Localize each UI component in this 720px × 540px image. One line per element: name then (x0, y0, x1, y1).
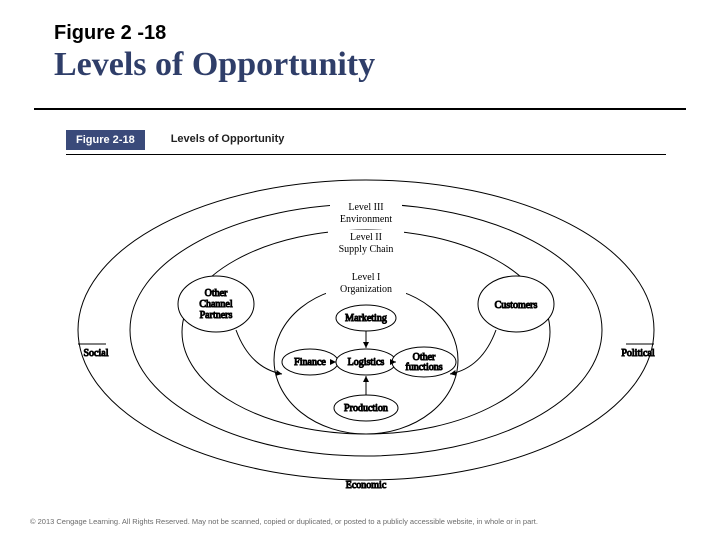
node-partners-l3: Partners (200, 310, 233, 321)
label-level3-line2: Environment (340, 214, 392, 225)
inner-nodes: Marketing Finance Logistics Other functi… (282, 305, 456, 421)
label-level2-line2: Supply Chain (339, 244, 394, 255)
node-partners-l1: Other (205, 288, 228, 299)
label-level1-line2: Organization (340, 284, 392, 295)
label-political: Political (621, 348, 655, 359)
slide-root: Figure 2 -18 Levels of Opportunity Figur… (0, 0, 720, 540)
level-labels: Level III Environment Level II Supply Ch… (326, 200, 406, 295)
page-title: Levels of Opportunity (54, 47, 680, 83)
inner-figure-rule (66, 154, 666, 155)
node-logistics-label: Logistics (348, 357, 385, 368)
node-marketing-label: Marketing (345, 313, 387, 324)
node-otherfn-label-l2: functions (405, 362, 442, 373)
label-social: Social (84, 348, 109, 359)
arrow-customers (450, 330, 496, 374)
node-production-label: Production (344, 403, 388, 414)
label-level1-line1: Level I (352, 272, 381, 283)
figure-container: Figure 2-18 Levels of Opportunity Level … (66, 130, 666, 500)
label-level3-line1: Level III (348, 202, 383, 213)
inner-figure-badge: Figure 2-18 (66, 130, 145, 150)
arrow-partners (236, 330, 282, 374)
inner-figure-header: Figure 2-18 Levels of Opportunity (66, 130, 666, 154)
node-customers-l1: Customers (495, 300, 538, 311)
inner-figure-subtitle: Levels of Opportunity (171, 133, 285, 145)
title-rule (34, 108, 686, 110)
levels-diagram: Level III Environment Level II Supply Ch… (66, 160, 666, 490)
label-economic: Economic (346, 480, 387, 490)
node-finance-label: Finance (294, 357, 326, 368)
label-level2-line1: Level II (350, 232, 382, 243)
copyright-footer: © 2013 Cengage Learning. All Rights Rese… (30, 517, 690, 526)
slide-header: Figure 2 -18 Levels of Opportunity (54, 22, 680, 83)
node-partners-l2: Channel (199, 299, 233, 310)
figure-label: Figure 2 -18 (54, 22, 680, 45)
